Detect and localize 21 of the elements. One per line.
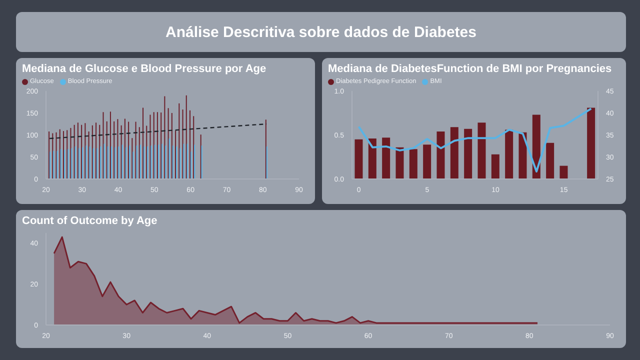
bar	[450, 127, 458, 179]
chart-title: Mediana de Glucose e Blood Pressure por Age	[22, 63, 268, 75]
bar	[423, 144, 432, 179]
bar	[560, 166, 568, 179]
chart-title: Mediana de DiabetesFunction de BMI por Pregnancies	[328, 63, 613, 75]
bar	[587, 108, 596, 179]
bar	[409, 149, 418, 179]
bar	[518, 132, 527, 179]
bar	[505, 130, 514, 179]
bar	[436, 131, 445, 179]
bar	[478, 122, 486, 179]
text: Análise Descritiva sobre dados de Diabetes	[166, 24, 476, 40]
bar	[491, 154, 500, 179]
bar	[546, 142, 554, 179]
bar	[354, 139, 363, 179]
chart-title: Count of Outcome by Age	[22, 215, 158, 227]
bar	[396, 147, 404, 179]
line-series	[358, 108, 592, 173]
bar	[368, 138, 376, 179]
bar	[382, 138, 390, 179]
bar	[464, 128, 472, 179]
